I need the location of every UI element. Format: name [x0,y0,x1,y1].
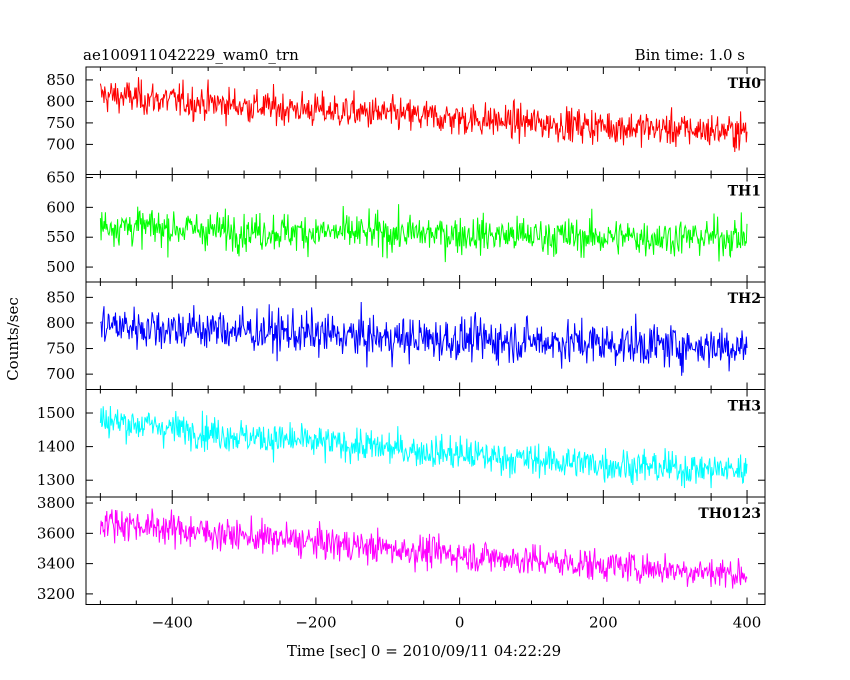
panel-label: TH3 [728,399,761,415]
x-axis-label: Time [sec] 0 = 2010/09/11 04:22:29 [287,642,561,660]
y-tick-label: 1500 [37,404,75,422]
panel-th1: 500 550 600 650 TH1 [46,168,766,283]
y-tick-label: 1400 [37,438,75,456]
panel-th2: 700 750 800 850 TH2 [46,281,766,390]
y-tick-label: 650 [46,168,75,186]
panel-th0123: 3200 3400 3600 3800 TH0123 [37,494,766,605]
y-tick-label: 500 [46,258,75,276]
x-tick-label: 0 [455,614,465,632]
x-tick-label: 200 [589,614,618,632]
series-line-th1 [99,204,748,263]
panel-label: TH2 [728,291,761,307]
series-line-th3 [99,405,748,489]
x-tick-label: −200 [295,614,336,632]
y-tick-label: 750 [46,340,75,358]
y-tick-label: 850 [46,288,75,306]
y-tick-label: 1300 [37,471,75,489]
y-tick-label: 700 [46,365,75,383]
panel-label: TH0123 [698,506,761,522]
panel-th0: 700 750 800 850 TH0 [46,66,766,175]
y-tick-label: 800 [46,92,75,110]
y-tick-label: 3600 [37,524,75,542]
bin-time-label: Bin time: 1.0 s [635,46,745,64]
y-tick-label: 850 [46,71,75,89]
y-tick-label: 800 [46,314,75,332]
y-tick-label: 600 [46,198,75,216]
y-tick-label: 3400 [37,555,75,573]
panel-label: TH1 [728,184,761,200]
x-tick-label: −400 [152,614,193,632]
x-tick-label: 400 [733,614,762,632]
panel-th3: 1300 1400 1500 TH3 [37,389,766,498]
y-tick-label: 3200 [37,585,75,603]
y-tick-label: 3800 [37,494,75,512]
panel-frame [85,496,766,605]
panels-group: 700 750 800 850 TH0 500 550 600 650 TH1 700 750 800 8… [37,66,766,605]
panel-frame [85,389,766,498]
y-tick-label: 700 [46,135,75,153]
series-line-th0 [99,77,748,153]
chart-title: ae100911042229_wam0_trn [83,46,299,64]
series-line-th0123 [99,508,748,589]
y-tick-label: 750 [46,114,75,132]
y-axis-label: Counts/sec [4,297,22,381]
y-tick-label: 550 [46,228,75,246]
panel-label: TH0 [728,76,762,92]
x-axis: −400 −200 0 200 400 [152,614,762,632]
series-line-th2 [100,301,748,376]
